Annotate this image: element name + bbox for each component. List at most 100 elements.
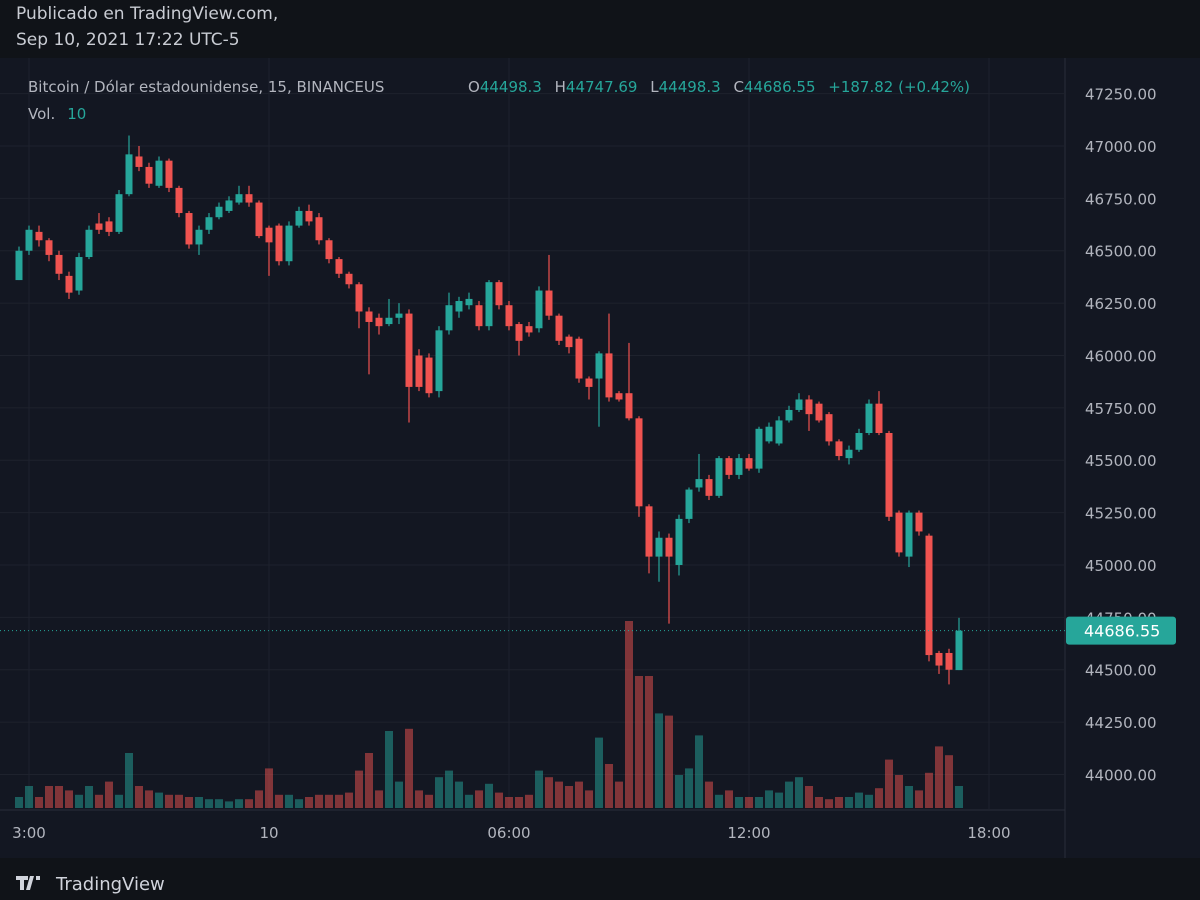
volume-bar	[25, 786, 33, 808]
candle-body	[645, 506, 653, 557]
volume-bar	[435, 777, 443, 808]
y-tick-label: 44500.00	[1085, 662, 1157, 680]
x-tick-label: 06:00	[487, 824, 530, 842]
volume-bar	[65, 790, 73, 808]
candle-body	[725, 458, 733, 475]
volume-bar	[245, 799, 253, 808]
volume-bar	[875, 788, 883, 808]
candle-body	[945, 652, 953, 670]
volume-bar	[115, 794, 123, 808]
volume-bar	[315, 794, 323, 808]
candle-body	[315, 217, 323, 241]
c-value: 44686.55	[744, 78, 816, 96]
l-label: L	[650, 78, 659, 96]
candle-body	[915, 512, 923, 532]
candle-body	[425, 357, 433, 394]
change: +187.82 (+0.42%)	[828, 78, 970, 96]
volume-legend: Vol. 10	[28, 105, 86, 123]
volume-bar	[775, 792, 783, 808]
volume-bar	[375, 790, 383, 808]
candle-body	[545, 290, 553, 316]
volume-bar	[745, 797, 753, 808]
volume-bar	[45, 786, 53, 808]
brand: TradingView	[55, 874, 165, 895]
volume-bar	[825, 799, 833, 808]
volume-bar	[135, 786, 143, 808]
candle-body	[595, 353, 603, 379]
candle-body	[555, 315, 563, 341]
candle-body	[175, 187, 183, 214]
volume-bar	[195, 797, 203, 808]
volume-label: Vol.	[28, 105, 55, 123]
candle-body	[35, 231, 43, 241]
volume-bar	[795, 777, 803, 808]
published: Publicado en TradingView.com,	[16, 4, 279, 24]
candle-body	[405, 313, 413, 387]
volume-bar	[85, 786, 93, 808]
candle-body	[15, 250, 23, 281]
y-tick-label: 47000.00	[1085, 138, 1157, 156]
candle-body	[165, 160, 173, 188]
volume-bar	[285, 794, 293, 808]
brand-logo	[16, 876, 40, 890]
h-label: H	[555, 78, 566, 96]
candle-body	[935, 652, 943, 666]
candle-body	[775, 420, 783, 444]
volume-bar	[125, 753, 133, 808]
candle-body	[485, 282, 493, 327]
volume-bar	[55, 786, 63, 808]
candle-body	[155, 160, 163, 186]
candle-body	[865, 403, 873, 433]
volume-bar	[595, 737, 603, 808]
volume-bar	[505, 797, 513, 808]
candle-body	[275, 225, 283, 262]
volume-bar	[655, 713, 663, 808]
volume-bar	[865, 794, 873, 808]
candle-body	[735, 458, 743, 475]
volume-bar	[605, 764, 613, 808]
candle-body	[745, 458, 753, 469]
candle-body	[195, 229, 203, 245]
candle-body	[355, 284, 363, 312]
volume-bar	[845, 797, 853, 808]
candle-body	[25, 229, 33, 251]
volume-bar	[255, 790, 263, 808]
candle-body	[385, 317, 393, 325]
x-tick-label: 10	[259, 824, 278, 842]
volume-bar	[75, 794, 83, 808]
volume-bar	[145, 790, 153, 808]
volume-bar	[525, 794, 533, 808]
candle-body	[955, 630, 963, 671]
volume-bar	[955, 786, 963, 808]
volume-bar	[895, 775, 903, 808]
candle-body	[575, 338, 583, 379]
volume-bar	[625, 621, 633, 808]
y-tick-label: 45000.00	[1085, 557, 1157, 575]
volume-bar	[485, 783, 493, 808]
candle-body	[685, 489, 693, 519]
volume-bar	[635, 676, 643, 808]
volume-bar	[705, 781, 713, 808]
candle-body	[785, 409, 793, 421]
volume-bar	[645, 676, 653, 808]
last-price-label: 44686.55	[1084, 622, 1160, 641]
candle-body	[525, 326, 533, 333]
candle-body	[125, 154, 133, 195]
volume-bar	[785, 781, 793, 808]
l-value: 44498.3	[659, 78, 721, 96]
volume-bar	[765, 790, 773, 808]
volume-bar	[685, 768, 693, 808]
candle-body	[615, 393, 623, 400]
volume-bar	[545, 777, 553, 808]
volume-bar	[275, 794, 283, 808]
candle-body	[75, 257, 83, 291]
volume-bar	[365, 753, 373, 808]
volume-bar	[725, 790, 733, 808]
volume-bar	[265, 768, 273, 808]
candle-body	[515, 324, 523, 341]
candle-body	[905, 512, 913, 557]
volume-bar	[95, 794, 103, 808]
symbol: Bitcoin / Dólar estadounidense, 15, BINA…	[28, 78, 384, 96]
y-tick-label: 47250.00	[1085, 86, 1157, 104]
volume-bar	[905, 786, 913, 808]
